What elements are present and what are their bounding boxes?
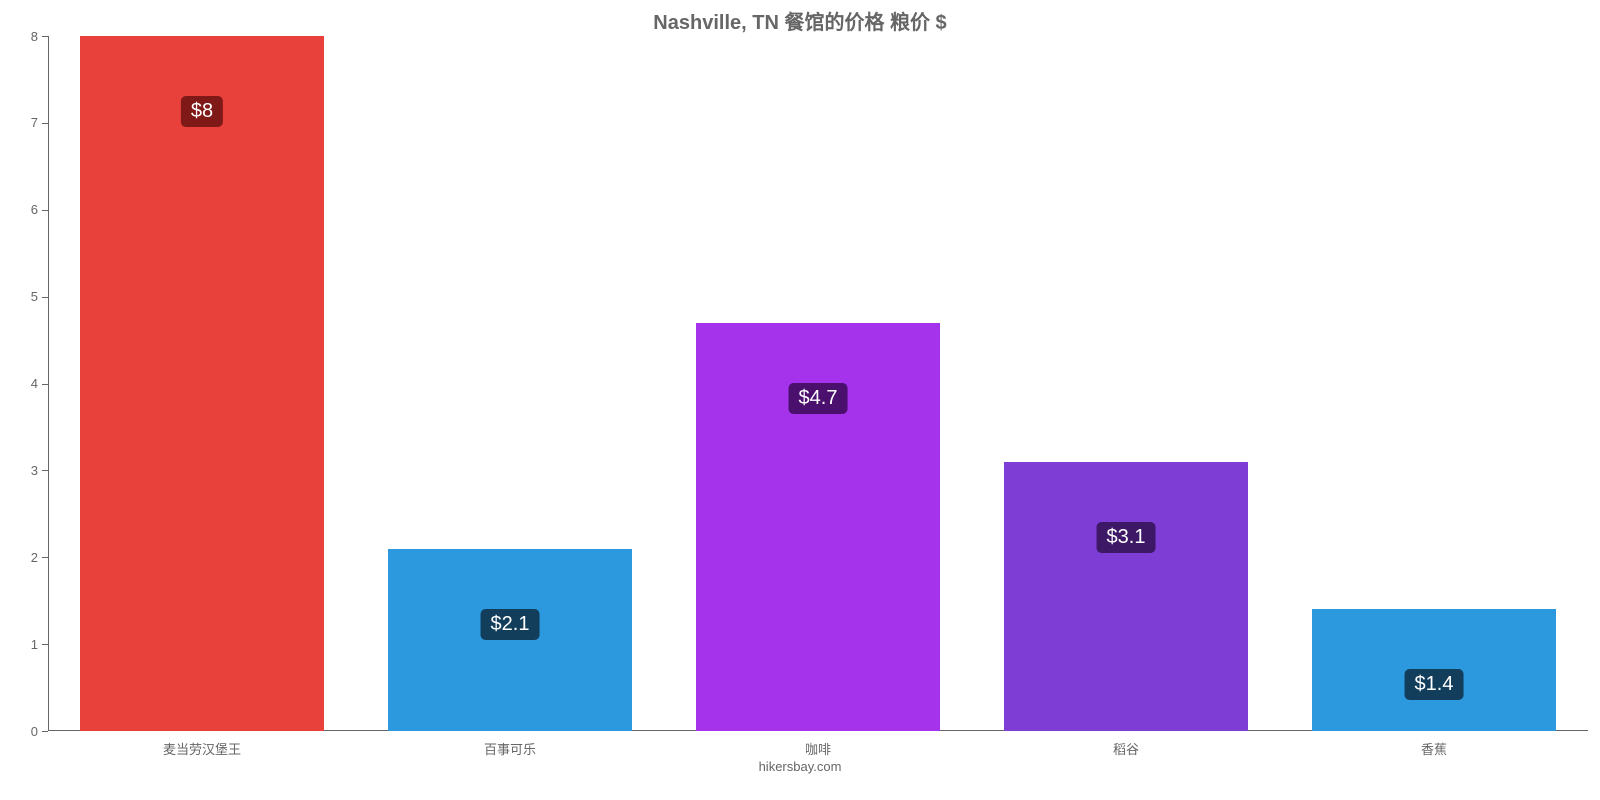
y-tick-mark (42, 297, 48, 298)
bar (1004, 462, 1247, 731)
plot-area: 012345678$8麦当劳汉堡王$2.1百事可乐$4.7咖啡$3.1稻谷$1.… (48, 36, 1588, 731)
value-badge: $8 (181, 96, 223, 127)
y-tick-mark (42, 470, 48, 471)
chart-footer: hikersbay.com (0, 759, 1600, 774)
y-tick-mark (42, 384, 48, 385)
y-tick-label: 1 (8, 637, 38, 652)
y-tick-label: 8 (8, 29, 38, 44)
x-category-label: 麦当劳汉堡王 (163, 739, 241, 758)
y-tick-mark (42, 557, 48, 558)
x-category-label: 咖啡 (805, 739, 831, 758)
price-bar-chart: Nashville, TN 餐馆的价格 粮价 $ 012345678$8麦当劳汉… (0, 0, 1600, 800)
y-tick-label: 5 (8, 289, 38, 304)
value-badge: $1.4 (1405, 669, 1464, 700)
y-tick-mark (42, 731, 48, 732)
y-tick-mark (42, 210, 48, 211)
x-category-label: 香蕉 (1421, 739, 1447, 758)
value-badge: $4.7 (789, 383, 848, 414)
value-badge: $3.1 (1097, 522, 1156, 553)
y-tick-mark (42, 644, 48, 645)
y-tick-label: 4 (8, 376, 38, 391)
y-tick-label: 3 (8, 463, 38, 478)
x-category-label: 稻谷 (1113, 739, 1139, 758)
bar (80, 36, 323, 731)
x-category-label: 百事可乐 (484, 739, 536, 758)
bar (388, 549, 631, 731)
y-tick-mark (42, 123, 48, 124)
y-tick-label: 7 (8, 115, 38, 130)
chart-title: Nashville, TN 餐馆的价格 粮价 $ (0, 6, 1600, 35)
y-tick-label: 6 (8, 202, 38, 217)
value-badge: $2.1 (481, 609, 540, 640)
y-axis-line (48, 36, 49, 731)
y-tick-mark (42, 36, 48, 37)
y-tick-label: 2 (8, 550, 38, 565)
y-tick-label: 0 (8, 724, 38, 739)
